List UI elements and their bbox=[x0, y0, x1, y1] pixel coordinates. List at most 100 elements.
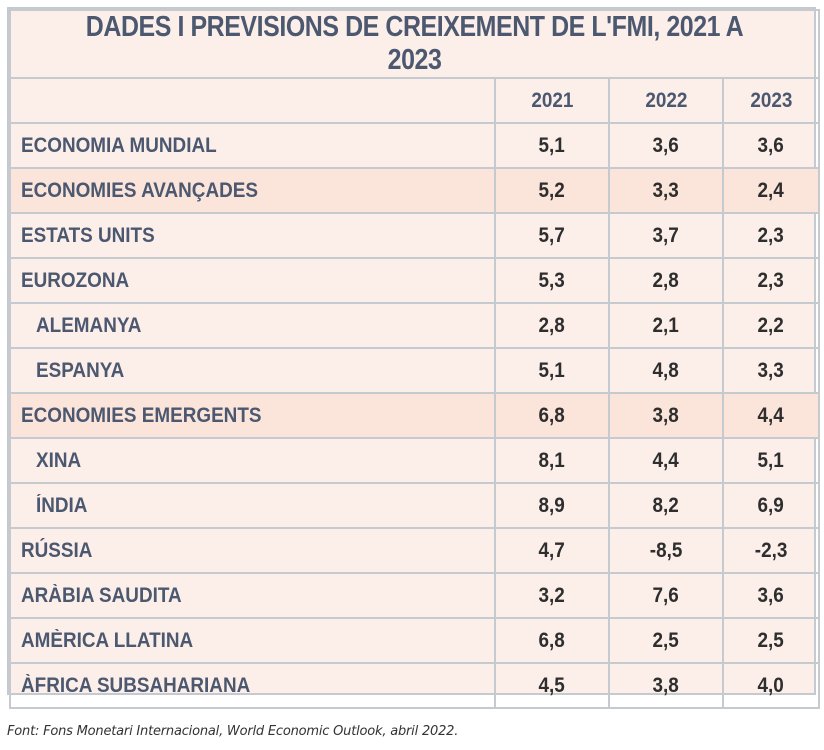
row-label: AMÈRICA LLATINA bbox=[21, 628, 194, 652]
value-label: 3,3 bbox=[757, 358, 785, 382]
value-label: 4,8 bbox=[652, 358, 680, 382]
value-label: 6,9 bbox=[757, 493, 785, 517]
table-row: ÀFRICA SUBSAHARIANA 4,5 3,8 4,0 bbox=[9, 662, 821, 709]
column-header-label: 2022 bbox=[644, 88, 688, 112]
value-label: 5,3 bbox=[538, 268, 566, 292]
value-cell-2021: 6,8 bbox=[494, 392, 610, 439]
row-label: ARÀBIA SAUDITA bbox=[21, 583, 182, 607]
column-header-2021: 2021 bbox=[494, 77, 610, 124]
value-label: 3,6 bbox=[757, 583, 785, 607]
value-cell-2022: 2,1 bbox=[608, 302, 724, 349]
value-cell-2021: 3,2 bbox=[494, 572, 610, 619]
row-label-cell: ALEMANYA bbox=[9, 302, 496, 349]
value-label: 3,8 bbox=[652, 673, 680, 697]
row-label-cell: AMÈRICA LLATINA bbox=[9, 617, 496, 664]
row-label: ECONOMIA MUNDIAL bbox=[21, 133, 217, 157]
value-label: 2,5 bbox=[652, 628, 680, 652]
table-row: ARÀBIA SAUDITA 3,2 7,6 3,6 bbox=[9, 572, 821, 619]
value-label: 5,1 bbox=[538, 133, 566, 157]
value-label: 4,0 bbox=[757, 673, 785, 697]
value-cell-2022: 3,8 bbox=[608, 392, 724, 439]
growth-forecast-table: DADES I PREVISIONS DE CREIXEMENT DE L'FM… bbox=[8, 9, 821, 709]
growth-table-container: DADES I PREVISIONS DE CREIXEMENT DE L'FM… bbox=[7, 7, 821, 709]
value-cell-2022: -8,5 bbox=[608, 527, 724, 574]
row-label-cell: ECONOMIES EMERGENTS bbox=[9, 392, 496, 439]
value-label: 6,8 bbox=[538, 628, 566, 652]
table-row: ESPANYA 5,1 4,8 3,3 bbox=[9, 347, 821, 394]
row-label: RÚSSIA bbox=[21, 538, 93, 562]
source-note: Font: Fons Monetari Internacional, World… bbox=[7, 724, 459, 739]
table-row: ECONOMIES EMERGENTS 6,8 3,8 4,4 bbox=[9, 392, 821, 439]
value-label: 2,3 bbox=[757, 223, 785, 247]
value-label: 2,8 bbox=[538, 313, 566, 337]
value-cell-2021: 5,1 bbox=[494, 347, 610, 394]
value-label: 5,2 bbox=[538, 178, 566, 202]
row-label-cell: ÀFRICA SUBSAHARIANA bbox=[9, 662, 496, 709]
value-label: 7,6 bbox=[652, 583, 680, 607]
table-row: EUROZONA 5,3 2,8 2,3 bbox=[9, 257, 821, 304]
value-cell-2022: 4,4 bbox=[608, 437, 724, 484]
table-row: ECONOMIA MUNDIAL 5,1 3,6 3,6 bbox=[9, 122, 821, 169]
row-label: EUROZONA bbox=[21, 268, 130, 292]
table-row: ESTATS UNITS 5,7 3,7 2,3 bbox=[9, 212, 821, 259]
value-cell-2023: 2,3 bbox=[721, 212, 821, 259]
value-cell-2021: 8,9 bbox=[494, 482, 610, 529]
column-header-2023: 2023 bbox=[721, 77, 821, 124]
column-header-empty bbox=[9, 77, 496, 124]
value-cell-2021: 5,7 bbox=[494, 212, 610, 259]
row-label-cell: ECONOMIA MUNDIAL bbox=[9, 122, 496, 169]
row-label: ÀFRICA SUBSAHARIANA bbox=[21, 673, 251, 697]
value-label: 4,7 bbox=[538, 538, 566, 562]
row-label-cell: EUROZONA bbox=[9, 257, 496, 304]
value-cell-2022: 3,3 bbox=[608, 167, 724, 214]
value-label: 2,2 bbox=[757, 313, 785, 337]
value-label: 4,5 bbox=[538, 673, 566, 697]
value-cell-2021: 4,7 bbox=[494, 527, 610, 574]
value-cell-2023: 5,1 bbox=[721, 437, 821, 484]
value-label: 3,8 bbox=[652, 403, 680, 427]
value-label: 3,7 bbox=[652, 223, 680, 247]
value-label: 8,1 bbox=[538, 448, 566, 472]
value-cell-2022: 8,2 bbox=[608, 482, 724, 529]
value-cell-2023: 3,6 bbox=[721, 572, 821, 619]
value-label: 5,1 bbox=[538, 358, 566, 382]
row-label-cell: RÚSSIA bbox=[9, 527, 496, 574]
value-cell-2023: 3,3 bbox=[721, 347, 821, 394]
row-label-cell: ESPANYA bbox=[9, 347, 496, 394]
column-header-2022: 2022 bbox=[608, 77, 724, 124]
value-cell-2021: 5,1 bbox=[494, 122, 610, 169]
value-cell-2023: 2,2 bbox=[721, 302, 821, 349]
value-label: 2,3 bbox=[757, 268, 785, 292]
value-cell-2023: 2,5 bbox=[721, 617, 821, 664]
value-label: 3,6 bbox=[652, 133, 680, 157]
value-cell-2021: 8,1 bbox=[494, 437, 610, 484]
value-cell-2021: 4,5 bbox=[494, 662, 610, 709]
value-cell-2021: 5,3 bbox=[494, 257, 610, 304]
value-label: 8,9 bbox=[538, 493, 566, 517]
table-row: ECONOMIES AVANÇADES 5,2 3,3 2,4 bbox=[9, 167, 821, 214]
column-header-label: 2021 bbox=[530, 88, 574, 112]
table-title: DADES I PREVISIONS DE CREIXEMENT DE L'FM… bbox=[8, 9, 821, 79]
row-label: XINA bbox=[36, 448, 82, 472]
value-label: 2,8 bbox=[652, 268, 680, 292]
value-label: 4,4 bbox=[652, 448, 680, 472]
value-label: -8,5 bbox=[649, 538, 683, 562]
value-cell-2023: 3,6 bbox=[721, 122, 821, 169]
row-label: ECONOMIES EMERGENTS bbox=[21, 403, 262, 427]
value-label: 4,4 bbox=[757, 403, 785, 427]
value-cell-2022: 3,6 bbox=[608, 122, 724, 169]
value-label: 3,2 bbox=[538, 583, 566, 607]
value-cell-2023: 2,3 bbox=[721, 257, 821, 304]
value-label: 2,1 bbox=[652, 313, 680, 337]
row-label: ÍNDIA bbox=[36, 493, 88, 517]
table-title-text: DADES I PREVISIONS DE CREIXEMENT DE L'FM… bbox=[85, 11, 744, 76]
row-label-cell: XINA bbox=[9, 437, 496, 484]
table-body: ECONOMIA MUNDIAL 5,1 3,6 3,6 ECONOMIES AVANÇ… bbox=[9, 122, 821, 709]
value-label: 2,4 bbox=[757, 178, 785, 202]
table-row: AMÈRICA LLATINA 6,8 2,5 2,5 bbox=[9, 617, 821, 664]
value-label: 5,1 bbox=[757, 448, 785, 472]
row-label: ESTATS UNITS bbox=[21, 223, 155, 247]
value-cell-2022: 2,5 bbox=[608, 617, 724, 664]
value-cell-2023: 4,0 bbox=[721, 662, 821, 709]
value-cell-2022: 4,8 bbox=[608, 347, 724, 394]
